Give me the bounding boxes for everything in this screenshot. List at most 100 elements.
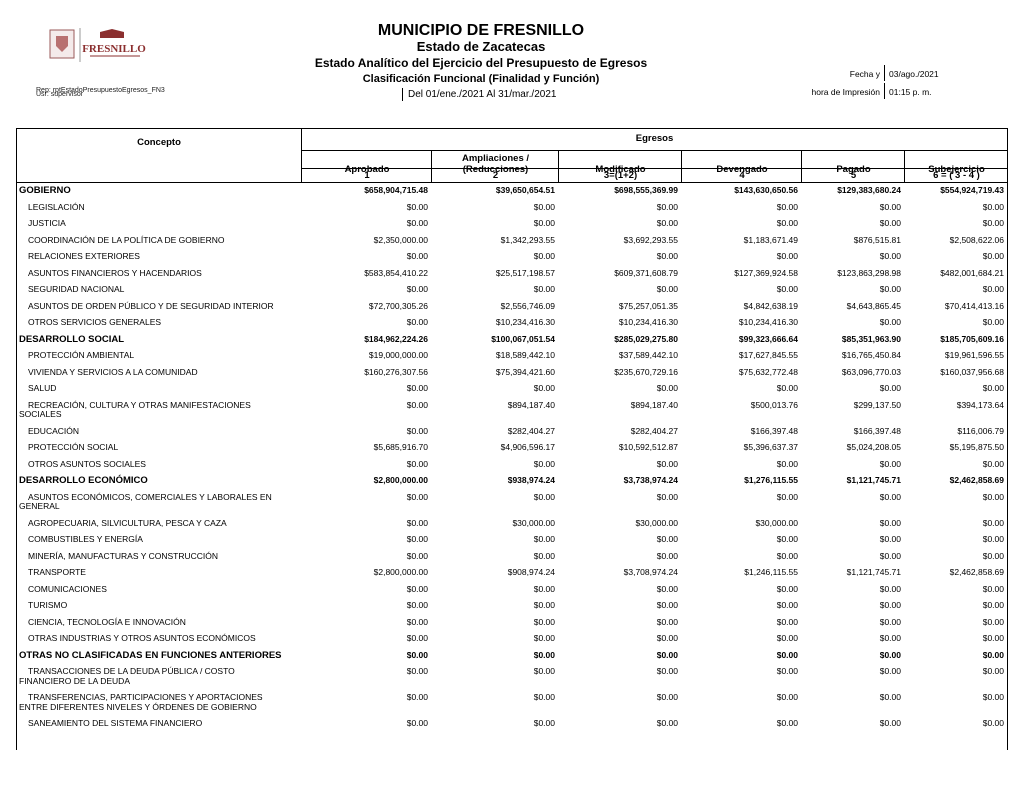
group-row: GOBIERNO $658,904,715.48 $39,650,654.51 $69… <box>17 183 1007 200</box>
amount: $160,037,956.68 <box>940 366 1004 377</box>
amount: $0.00 <box>879 550 901 561</box>
amount: $0.00 <box>406 616 428 627</box>
amount: $0.00 <box>776 616 798 627</box>
amount: $3,708,974.24 <box>623 567 678 577</box>
amount: $0.00 <box>879 616 901 627</box>
item-row: PROTECCIÓN AMBIENTAL $19,000,000.00 $18,58… <box>17 348 1007 365</box>
concept: CIENCIA, TECNOLOGÍA E INNOVACIÓN <box>28 616 186 627</box>
amount: $0.00 <box>406 317 428 327</box>
amount: $25,517,198.57 <box>495 267 555 278</box>
amount: $609,371,608.79 <box>614 267 678 278</box>
separator <box>884 65 885 81</box>
amount: $0.00 <box>656 534 678 544</box>
amount: $658,904,715.48 <box>364 185 428 195</box>
amount: $116,006.79 <box>957 425 1004 436</box>
item-row: OTROS SERVICIOS GENERALES $0.00 $10,234,41… <box>17 315 1007 332</box>
amount: $0.00 <box>406 633 428 643</box>
amount: $0.00 <box>982 550 1004 561</box>
amount: $30,000.00 <box>512 517 555 528</box>
amount: $0.00 <box>982 616 1004 627</box>
amount: $235,670,729.16 <box>614 366 678 377</box>
amount: $2,350,000.00 <box>373 234 428 245</box>
amount: $876,515.81 <box>853 234 901 245</box>
concept: ASUNTOS ECONÓMICOS, COMERCIALES Y LABORA… <box>19 491 272 511</box>
amount: $0.00 <box>406 517 428 528</box>
amount: $75,394,421.60 <box>495 366 555 377</box>
amount: $0.00 <box>406 284 428 294</box>
column-header: Devengado <box>716 164 768 175</box>
amount: $0.00 <box>879 317 901 327</box>
amount: $0.00 <box>879 583 901 594</box>
amount: $0.00 <box>982 666 1004 676</box>
separator <box>884 83 885 99</box>
item-row: SANEAMIENTO DEL SISTEMA FINANCIERO $0.00 $… <box>17 716 1007 733</box>
separator <box>801 151 802 183</box>
column-header: Modificado <box>595 164 646 175</box>
classification: Clasificación Funcional (Finalidad y Fun… <box>362 73 600 85</box>
column-number: 2 <box>492 170 499 181</box>
amount: $0.00 <box>656 491 678 502</box>
amount: $0.00 <box>533 218 555 228</box>
amount: $0.00 <box>982 317 1004 327</box>
concept: VIVIENDA Y SERVICIOS A LA COMUNIDAD <box>28 366 198 377</box>
amount: $0.00 <box>982 491 1004 502</box>
amount: $698,555,369.99 <box>614 185 678 195</box>
amount: $0.00 <box>879 218 901 228</box>
amount: $0.00 <box>533 550 555 561</box>
amount: $282,404.27 <box>507 425 555 436</box>
amount: $0.00 <box>533 534 555 544</box>
amount: $583,854,410.22 <box>364 267 428 278</box>
item-row: COMBUSTIBLES Y ENERGÍA $0.00 $0.00 $0.00 $0.… <box>17 532 1007 549</box>
amount: $0.00 <box>776 458 798 469</box>
amount: $85,351,963.90 <box>841 333 901 344</box>
column-number: 6 = ( 3 - 4 ) <box>933 170 980 181</box>
item-row: VIVIENDA Y SERVICIOS A LA COMUNIDAD $160,… <box>17 365 1007 382</box>
amount: $0.00 <box>406 649 428 660</box>
amount: $0.00 <box>776 251 798 261</box>
amount: $0.00 <box>406 218 428 228</box>
item-row: TRANSACCIONES DE LA DEUDA PÚBLICA / COST… <box>17 664 1007 690</box>
report-id: Rep: rptEstadoPresupuestoEgresos_FN3 <box>36 87 165 94</box>
budget-table: Concepto Egresos Aprobado 1 Ampliaciones /… <box>16 128 1008 750</box>
amount: $0.00 <box>533 383 555 393</box>
amount: $0.00 <box>656 649 678 660</box>
item-row: CIENCIA, TECNOLOGÍA E INNOVACIÓN $0.00 $0.… <box>17 615 1007 632</box>
amount: $19,961,596.55 <box>944 350 1004 360</box>
item-row: OTRAS INDUSTRIAS Y OTROS ASUNTOS ECONÓMI… <box>17 631 1007 648</box>
amount: $0.00 <box>533 491 555 502</box>
amount: $99,323,666.64 <box>738 333 798 344</box>
concept: ASUNTOS DE ORDEN PÚBLICO Y DE SEGURIDAD … <box>28 300 274 311</box>
period: Del 01/ene./2021 Al 31/mar./2021 <box>408 89 557 100</box>
group-header: Egresos <box>635 133 674 144</box>
amount: $0.00 <box>656 201 678 212</box>
separator <box>681 151 682 183</box>
item-row: ASUNTOS FINANCIEROS Y HACENDARIOS $583,85… <box>17 266 1007 283</box>
concept: PROTECCIÓN SOCIAL <box>28 442 119 452</box>
amount: $2,462,858.69 <box>949 567 1004 577</box>
amount: $166,397.48 <box>750 425 798 436</box>
column-header: Aprobado <box>344 164 390 175</box>
amount: $299,137.50 <box>853 399 901 410</box>
concept: SALUD <box>28 383 57 393</box>
amount: $0.00 <box>776 534 798 544</box>
amount: $5,396,637.37 <box>743 442 798 452</box>
amount: $184,962,224.26 <box>364 333 428 344</box>
amount: $0.00 <box>656 583 678 594</box>
amount: $0.00 <box>406 251 428 261</box>
amount: $0.00 <box>879 666 901 676</box>
item-row: OTROS ASUNTOS SOCIALES $0.00 $0.00 $0.00 $0.… <box>17 457 1007 474</box>
amount: $0.00 <box>776 201 798 212</box>
amount: $0.00 <box>533 649 555 660</box>
amount: $5,024,208.05 <box>846 442 901 452</box>
amount: $39,650,654.51 <box>495 185 555 195</box>
amount: $0.00 <box>406 583 428 594</box>
amount: $127,369,924.58 <box>734 267 798 278</box>
amount: $0.00 <box>879 534 901 544</box>
concept: TRANSFERENCIAS, PARTICIPACIONES Y APORTA… <box>19 692 263 712</box>
amount: $185,705,609.16 <box>940 333 1004 344</box>
table-header: Concepto Egresos Aprobado 1 Ampliaciones /… <box>17 128 1007 183</box>
table-body: GOBIERNO $658,904,715.48 $39,650,654.51 $69… <box>17 183 1007 733</box>
amount: $0.00 <box>533 251 555 261</box>
amount: $0.00 <box>656 458 678 469</box>
concept: RECREACIÓN, CULTURA Y OTRAS MANIFESTACIO… <box>19 399 251 419</box>
